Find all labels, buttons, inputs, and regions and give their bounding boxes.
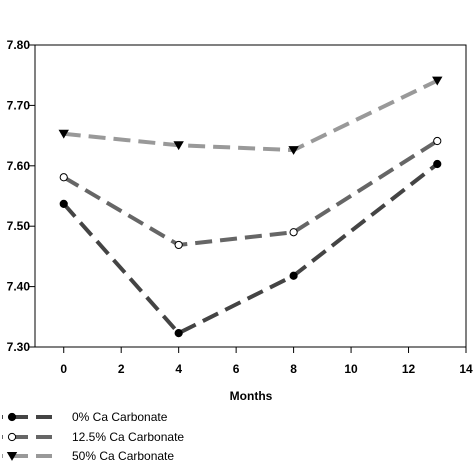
y-tick-label: 7.40 (7, 280, 31, 294)
y-tick-label: 7.80 (7, 38, 31, 52)
legend-marker (7, 412, 17, 422)
y-tick-label: 7.70 (7, 98, 31, 112)
x-tick-label: 12 (402, 362, 416, 376)
data-point-marker (59, 199, 68, 208)
series-line-0 (62, 162, 439, 336)
data-point-marker (174, 240, 183, 250)
x-tick-label: 2 (118, 362, 125, 376)
legend: 0% Ca Carbonate 12.5% Ca Carbonate 50% Ca … (2, 410, 184, 463)
y-tick-label: 7.50 (7, 219, 31, 233)
x-tick-label: 10 (344, 362, 358, 376)
x-tick-label: 0 (60, 362, 67, 376)
data-point-marker (289, 228, 298, 237)
data-point-marker (432, 76, 443, 86)
series-line-1 (62, 139, 439, 247)
data-point-marker (173, 141, 184, 151)
x-tick-label: 8 (290, 362, 297, 376)
data-point-marker (433, 136, 442, 146)
x-axis-title: Months (230, 389, 273, 403)
legend-label: 12.5% Ca Carbonate (72, 430, 184, 444)
data-point-marker (289, 271, 298, 280)
x-tick-label: 6 (233, 362, 240, 376)
series-lines (62, 78, 439, 336)
data-point-marker (288, 146, 299, 155)
legend-marker (6, 451, 18, 461)
x-tick-label: 4 (175, 362, 182, 376)
legend-marker (7, 432, 17, 442)
data-point-marker (433, 159, 442, 169)
y-tick-label: 7.60 (7, 159, 31, 173)
data-point-marker (59, 173, 68, 182)
legend-label: 0% Ca Carbonate (72, 410, 168, 424)
series-line-2 (63, 78, 439, 153)
data-point-marker (58, 129, 69, 139)
plot-frame (34, 44, 467, 348)
data-point-marker (174, 329, 183, 338)
series-markers (58, 76, 443, 338)
axis-ticks: 0 2 4 6 8 10 12 14 7.30 7.40 7.50 7.60 7.70 7.80 (7, 38, 473, 376)
x-tick-label: 14 (459, 362, 473, 376)
legend-label: 50% Ca Carbonate (72, 449, 174, 463)
y-tick-label: 7.30 (7, 340, 31, 354)
